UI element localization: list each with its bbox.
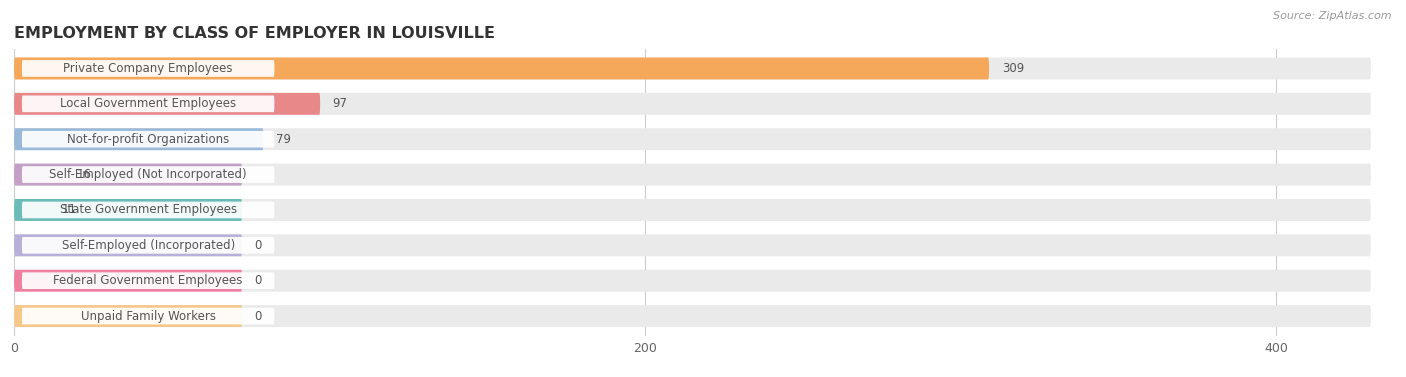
Text: 97: 97	[333, 97, 347, 110]
FancyBboxPatch shape	[14, 128, 263, 150]
Text: 0: 0	[254, 274, 262, 287]
FancyBboxPatch shape	[14, 93, 321, 115]
Text: Self-Employed (Incorporated): Self-Employed (Incorporated)	[62, 239, 235, 252]
FancyBboxPatch shape	[14, 199, 1371, 221]
FancyBboxPatch shape	[14, 234, 1371, 256]
FancyBboxPatch shape	[14, 270, 1371, 292]
FancyBboxPatch shape	[14, 305, 1371, 327]
Text: Local Government Employees: Local Government Employees	[60, 97, 236, 110]
Text: State Government Employees: State Government Employees	[59, 204, 236, 216]
FancyBboxPatch shape	[14, 128, 1371, 150]
Text: 0: 0	[254, 239, 262, 252]
FancyBboxPatch shape	[14, 270, 242, 292]
Text: 16: 16	[77, 168, 93, 181]
Text: EMPLOYMENT BY CLASS OF EMPLOYER IN LOUISVILLE: EMPLOYMENT BY CLASS OF EMPLOYER IN LOUIS…	[14, 26, 495, 41]
Text: 79: 79	[276, 133, 291, 146]
Text: Self-Employed (Not Incorporated): Self-Employed (Not Incorporated)	[49, 168, 247, 181]
FancyBboxPatch shape	[22, 95, 274, 112]
FancyBboxPatch shape	[14, 199, 242, 221]
FancyBboxPatch shape	[22, 166, 274, 183]
Text: 0: 0	[254, 310, 262, 323]
FancyBboxPatch shape	[22, 272, 274, 289]
FancyBboxPatch shape	[14, 234, 242, 256]
FancyBboxPatch shape	[14, 58, 988, 80]
FancyBboxPatch shape	[22, 237, 274, 254]
Text: Not-for-profit Organizations: Not-for-profit Organizations	[67, 133, 229, 146]
FancyBboxPatch shape	[14, 305, 242, 327]
FancyBboxPatch shape	[22, 131, 274, 147]
Text: Source: ZipAtlas.com: Source: ZipAtlas.com	[1274, 11, 1392, 21]
Text: Unpaid Family Workers: Unpaid Family Workers	[80, 310, 215, 323]
FancyBboxPatch shape	[14, 58, 1371, 80]
FancyBboxPatch shape	[14, 164, 242, 185]
Text: 309: 309	[1001, 62, 1024, 75]
FancyBboxPatch shape	[22, 202, 274, 218]
FancyBboxPatch shape	[22, 60, 274, 77]
FancyBboxPatch shape	[22, 308, 274, 325]
Text: Private Company Employees: Private Company Employees	[63, 62, 233, 75]
FancyBboxPatch shape	[14, 93, 1371, 115]
Text: 11: 11	[62, 204, 76, 216]
Text: Federal Government Employees: Federal Government Employees	[53, 274, 243, 287]
FancyBboxPatch shape	[14, 164, 1371, 185]
